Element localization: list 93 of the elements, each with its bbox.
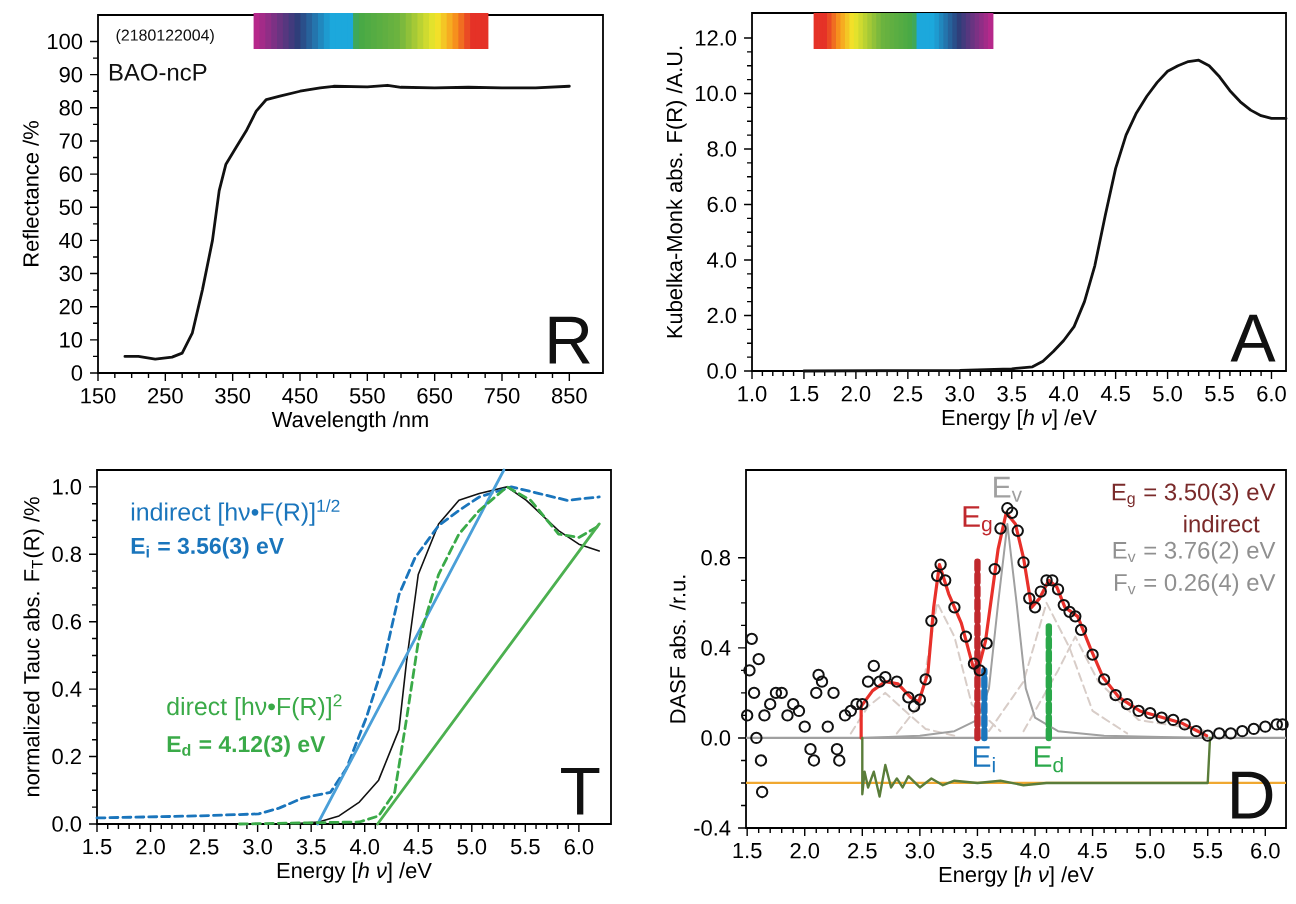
y-tick-label: 50 xyxy=(59,199,83,216)
annotation: indirect xyxy=(1184,514,1260,533)
annotation: D xyxy=(1232,771,1273,819)
annotation: (2180122004) xyxy=(116,29,214,44)
y-tick-label: 80 xyxy=(59,100,83,116)
x-tick-label: 3.0 xyxy=(905,843,935,859)
x-tick-label: 2.0 xyxy=(841,386,871,402)
x-tick-label: 5.5 xyxy=(1193,843,1223,859)
y-tick-label: -0.4 xyxy=(694,820,731,836)
x-tick-label: 2.0 xyxy=(790,843,820,859)
series-label: E$_{g}$ xyxy=(963,506,992,536)
series-label: E$_{v}$ xyxy=(994,476,1022,502)
x-tick-label: 650 xyxy=(417,388,453,404)
x-tick-label: 250 xyxy=(148,388,183,404)
y-tick-label: 70 xyxy=(59,133,83,149)
y-tick-label: 0.0 xyxy=(52,816,82,832)
y-tick-label: 6.0 xyxy=(707,196,737,213)
y-tick-label: 10.0 xyxy=(695,85,737,102)
y-tick-label: 0.6 xyxy=(52,613,82,630)
annotation: A xyxy=(1230,314,1276,362)
annotation: E$_{i}$ = 3.56(3) eV xyxy=(131,537,284,559)
x-tick-label: 750 xyxy=(484,388,520,404)
x-tick-label: 6.0 xyxy=(1251,843,1280,859)
x-tick-label: 1.0 xyxy=(738,386,767,402)
y-tick-label: 0.0 xyxy=(701,730,731,746)
x-tick-label: 6.0 xyxy=(564,839,594,855)
y-tick-label: 0 xyxy=(71,365,83,381)
y-axis-title: DASF abs. /r.u. xyxy=(669,575,686,723)
annotation: E$_{v}$ = 3.76(2) eV xyxy=(1113,541,1276,564)
x-tick-label: 150 xyxy=(81,388,116,404)
annotation: E$_{d}$ = 4.12(3) eV xyxy=(167,735,326,757)
y-tick-label: 0.4 xyxy=(701,640,731,656)
x-tick-label: 850 xyxy=(551,388,587,404)
y-tick-label: 0.8 xyxy=(701,550,731,566)
y-tick-label: 2.0 xyxy=(707,307,737,324)
y-tick-label: 12.0 xyxy=(695,30,737,46)
x-tick-label: 550 xyxy=(349,388,385,404)
y-tick-label: 30 xyxy=(59,265,83,282)
y-tick-label: 0.8 xyxy=(52,546,82,563)
x-tick-label: 5.5 xyxy=(510,839,540,855)
x-tick-label: 5.5 xyxy=(1205,386,1234,402)
x-tick-label: 2.0 xyxy=(136,839,165,855)
x-axis-title: Energy [h ν] /eV xyxy=(942,409,1097,430)
y-axis-title: Reflectance /% xyxy=(22,121,39,266)
y-tick-label: 0.4 xyxy=(52,681,82,697)
x-tick-label: 3.5 xyxy=(963,843,992,859)
y-tick-label: 8.0 xyxy=(707,141,737,157)
x-tick-label: 350 xyxy=(215,388,251,404)
y-tick-label: 1.0 xyxy=(53,479,82,495)
x-axis-title: Energy [h ν] /eV xyxy=(939,866,1094,887)
x-tick-label: 2.5 xyxy=(848,843,877,859)
x-tick-label: 5.0 xyxy=(1153,386,1182,402)
annotation: E$_{g}$ = 3.50(3) eV xyxy=(1112,482,1276,508)
x-tick-label: 4.0 xyxy=(349,839,380,855)
x-tick-label: 4.0 xyxy=(1020,843,1050,859)
x-tick-label: 5.0 xyxy=(1135,843,1165,859)
x-tick-label: 1.5 xyxy=(83,839,112,855)
x-axis-title: Wavelength /nm xyxy=(271,411,428,432)
x-tick-label: 5.0 xyxy=(457,839,487,855)
x-tick-label: 4.5 xyxy=(403,839,433,855)
series-label: E$_{d}$ xyxy=(1034,746,1063,773)
y-tick-label: 100 xyxy=(48,33,83,50)
y-tick-label: 40 xyxy=(59,232,83,249)
y-tick-label: 90 xyxy=(59,66,83,83)
x-tick-label: 3.0 xyxy=(243,839,272,855)
y-axis-title: normalized Tauc abs. F$_{T}$(R) /% xyxy=(23,497,44,797)
x-tick-label: 3.0 xyxy=(945,386,975,402)
x-tick-label: 3.5 xyxy=(997,386,1027,402)
x-tick-label: 1.5 xyxy=(733,843,762,859)
annotation: indirect [hν•F(R)]$^{1/2}$ xyxy=(131,499,340,526)
annotation: R xyxy=(549,316,590,364)
x-tick-label: 450 xyxy=(282,388,318,404)
y-tick-label: 60 xyxy=(59,166,83,182)
x-tick-label: 2.5 xyxy=(189,839,219,855)
annotation: F$_{v}$ = 0.26(4) eV xyxy=(1115,573,1276,596)
x-tick-label: 1.5 xyxy=(790,386,819,402)
x-tick-label: 4.0 xyxy=(1048,386,1079,402)
annotation: direct [hν•F(R)]$^{2}$ xyxy=(167,694,342,721)
x-axis-title: Energy [h ν] /eV xyxy=(277,862,432,883)
x-tick-label: 3.5 xyxy=(296,839,326,855)
x-tick-label: 4.5 xyxy=(1077,843,1107,859)
y-tick-label: 20 xyxy=(59,298,83,315)
annotation: T xyxy=(561,767,600,815)
x-tick-label: 6.0 xyxy=(1257,386,1286,402)
y-tick-label: 10 xyxy=(60,332,83,348)
x-tick-label: 4.5 xyxy=(1100,386,1130,402)
y-tick-label: 0.0 xyxy=(707,363,737,379)
x-tick-label: 2.5 xyxy=(893,386,923,402)
y-tick-label: 0.2 xyxy=(52,748,81,765)
y-axis-title: Kubelka-Monk abs. F(R) /A.U. xyxy=(666,46,687,338)
y-tick-label: 4.0 xyxy=(707,252,737,268)
series-label: E$_{i}$ xyxy=(974,746,995,773)
annotation: BAO-ncP xyxy=(109,63,207,81)
